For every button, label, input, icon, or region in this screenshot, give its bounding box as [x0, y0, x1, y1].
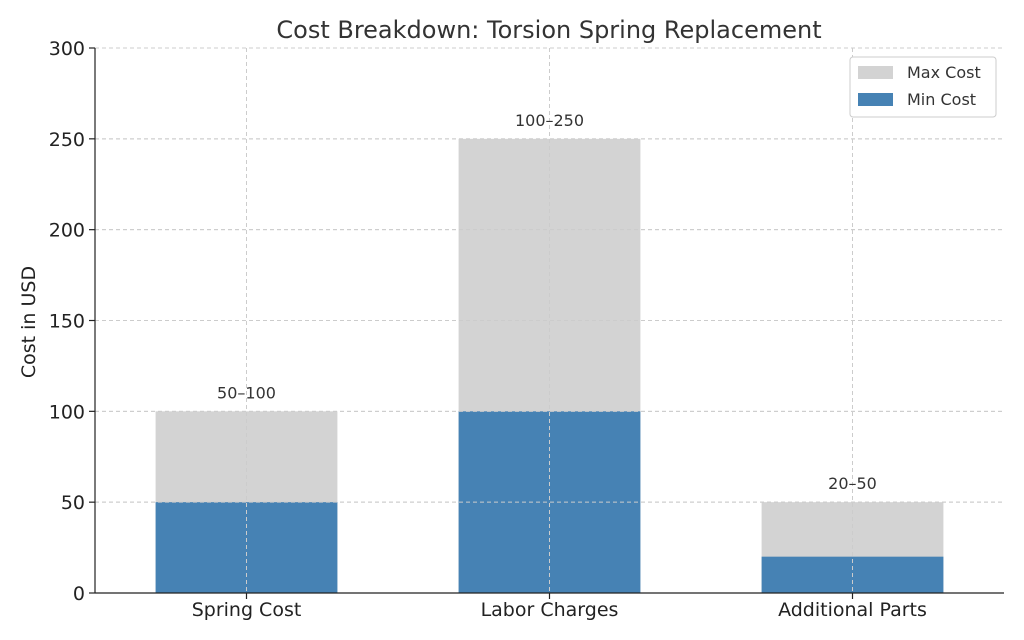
legend-swatch-min-cost [858, 93, 893, 106]
y-tick-label: 200 [49, 220, 85, 242]
y-tick-label: 100 [49, 401, 85, 423]
legend-label-max-cost: Max Cost [907, 63, 981, 82]
legend: Max Cost Min Cost [849, 56, 997, 118]
y-tick-label: 150 [49, 311, 85, 333]
data-label: 20–50 [828, 474, 877, 493]
x-tick-label: Spring Cost [192, 599, 302, 621]
y-tick-label: 0 [73, 583, 85, 605]
legend-label-min-cost: Min Cost [907, 90, 976, 109]
data-label: 50–100 [217, 383, 276, 402]
x-tick-label: Labor Charges [481, 599, 619, 621]
bars [95, 47, 1004, 594]
y-tick-label: 50 [61, 492, 85, 514]
axes [89, 47, 1004, 599]
chart-title: Cost Breakdown: Torsion Spring Replaceme… [276, 16, 821, 44]
data-label: 100–250 [515, 111, 584, 130]
legend-swatch-max-cost [858, 66, 893, 79]
y-tick-label: 250 [49, 129, 85, 151]
y-axis-label: Cost in USD [18, 266, 40, 378]
y-tick-label: 300 [49, 38, 85, 60]
labels: 0 50 100 150 200 250 300 Spring Cost Labor Charg… [49, 38, 927, 621]
x-tick-label: Additional Parts [778, 599, 927, 621]
